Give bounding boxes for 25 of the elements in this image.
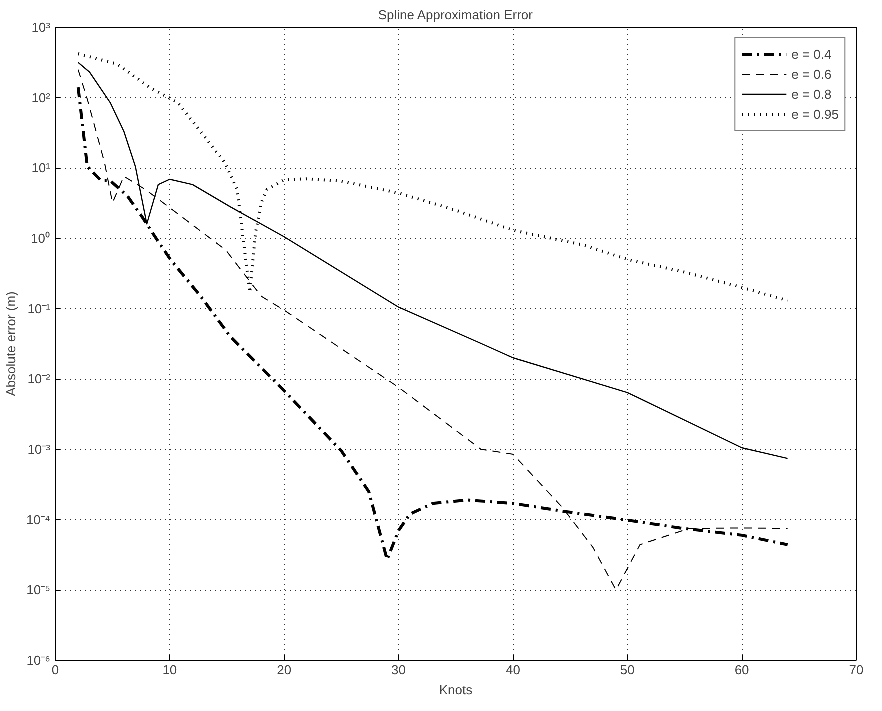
y-axis-title: Absolute error (m)	[3, 292, 18, 396]
x-tick-label: 20	[277, 662, 292, 678]
y-tick-label: 10³	[32, 20, 52, 35]
x-tick-label: 10	[162, 662, 178, 678]
y-tick-label: 10⁻²	[28, 372, 52, 387]
x-axis-title: Knots	[439, 682, 474, 698]
y-tick-label: 10⁻⁴	[26, 512, 50, 528]
x-tick-label: 70	[849, 662, 864, 678]
y-tick-label: 10²	[32, 90, 52, 106]
legend-label: e = 0.95	[792, 106, 839, 122]
y-tick-label: 10⁻³	[28, 442, 52, 457]
x-tick-label: 50	[620, 662, 635, 678]
y-tick-label: 10⁻⁶	[26, 653, 50, 668]
x-tick-label: 30	[392, 662, 406, 678]
x-tick-label: 0	[52, 662, 60, 678]
y-tick-label: 10⁰	[31, 231, 51, 246]
legend-label: e = 0.6	[792, 66, 832, 82]
x-tick-label: 60	[734, 662, 750, 678]
legend-label: e = 0.4	[792, 46, 832, 62]
y-tick-label: 10⁻¹	[28, 301, 52, 316]
x-tick-label: 40	[506, 662, 520, 678]
y-tick-label: 10⁻⁵	[26, 582, 51, 598]
y-tick-label: 10¹	[32, 160, 52, 176]
chart-title: Spline Approximation Error	[378, 8, 534, 22]
legend-label: e = 0.8	[792, 86, 832, 102]
